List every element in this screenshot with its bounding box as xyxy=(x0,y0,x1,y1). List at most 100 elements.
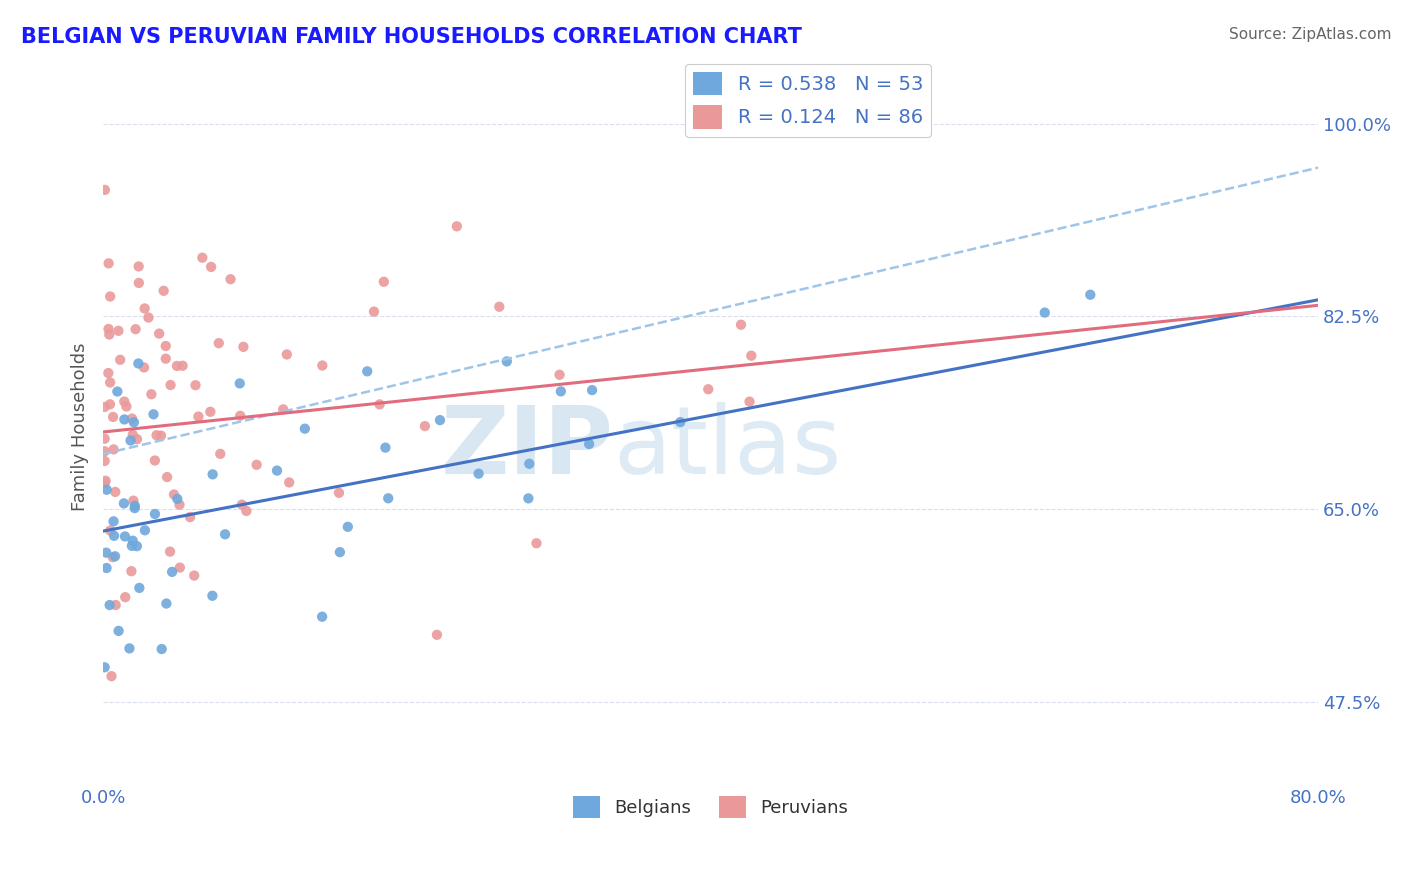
Point xyxy=(311,359,333,373)
Point xyxy=(578,437,600,451)
Point xyxy=(128,581,150,595)
Point xyxy=(201,467,224,482)
Point xyxy=(103,442,125,457)
Point xyxy=(94,474,117,488)
Point xyxy=(97,256,120,270)
Point xyxy=(163,487,186,501)
Point xyxy=(94,183,117,197)
Point xyxy=(166,359,188,373)
Point xyxy=(156,470,179,484)
Point xyxy=(152,284,174,298)
Point xyxy=(155,597,177,611)
Point xyxy=(97,366,120,380)
Point xyxy=(93,400,115,414)
Point xyxy=(101,409,124,424)
Point xyxy=(97,322,120,336)
Point xyxy=(214,527,236,541)
Point xyxy=(96,561,118,575)
Point xyxy=(208,336,231,351)
Point xyxy=(96,483,118,497)
Point xyxy=(124,322,146,336)
Point xyxy=(122,415,145,429)
Point xyxy=(122,493,145,508)
Point xyxy=(246,458,269,472)
Point xyxy=(150,642,173,657)
Point xyxy=(219,272,242,286)
Point xyxy=(107,624,129,638)
Point xyxy=(98,327,121,342)
Point xyxy=(413,419,436,434)
Point xyxy=(124,499,146,513)
Point xyxy=(115,400,138,414)
Point xyxy=(229,409,252,423)
Point xyxy=(93,475,115,490)
Point xyxy=(103,529,125,543)
Point xyxy=(166,491,188,506)
Point xyxy=(276,347,298,361)
Point xyxy=(93,454,115,468)
Point xyxy=(368,397,391,411)
Point xyxy=(105,384,128,399)
Point xyxy=(145,428,167,442)
Point xyxy=(98,289,121,303)
Point xyxy=(159,544,181,558)
Point xyxy=(128,276,150,290)
Point xyxy=(143,507,166,521)
Point xyxy=(467,467,489,481)
Point xyxy=(548,368,571,382)
Point xyxy=(581,383,603,397)
Point xyxy=(125,432,148,446)
Point xyxy=(112,394,135,409)
Point xyxy=(125,539,148,553)
Point xyxy=(517,457,540,471)
Point xyxy=(328,486,350,500)
Point xyxy=(155,351,177,366)
Text: Source: ZipAtlas.com: Source: ZipAtlas.com xyxy=(1229,27,1392,42)
Point xyxy=(169,560,191,574)
Point xyxy=(138,310,160,325)
Point xyxy=(155,339,177,353)
Point xyxy=(278,475,301,490)
Point xyxy=(107,324,129,338)
Point xyxy=(550,384,572,399)
Point xyxy=(266,464,288,478)
Point xyxy=(128,260,150,274)
Text: ZIP: ZIP xyxy=(440,402,613,494)
Point xyxy=(235,504,257,518)
Point xyxy=(697,382,720,396)
Point xyxy=(179,510,201,524)
Point xyxy=(101,550,124,565)
Point xyxy=(127,357,149,371)
Point xyxy=(336,520,359,534)
Point xyxy=(141,387,163,401)
Point xyxy=(104,484,127,499)
Point xyxy=(121,539,143,553)
Point xyxy=(98,524,121,538)
Point xyxy=(426,628,449,642)
Point xyxy=(740,349,762,363)
Point xyxy=(118,641,141,656)
Point xyxy=(142,407,165,421)
Point xyxy=(271,402,294,417)
Point xyxy=(104,598,127,612)
Point xyxy=(311,609,333,624)
Point xyxy=(98,376,121,390)
Point xyxy=(98,397,121,411)
Point xyxy=(114,590,136,604)
Y-axis label: Family Households: Family Households xyxy=(72,343,89,511)
Point xyxy=(98,598,121,612)
Point xyxy=(200,260,222,274)
Text: BELGIAN VS PERUVIAN FAMILY HOUSEHOLDS CORRELATION CHART: BELGIAN VS PERUVIAN FAMILY HOUSEHOLDS CO… xyxy=(21,27,801,46)
Point xyxy=(96,546,118,560)
Point xyxy=(495,354,517,368)
Point xyxy=(231,498,253,512)
Point xyxy=(93,432,115,446)
Point xyxy=(121,533,143,548)
Point xyxy=(121,427,143,442)
Point xyxy=(120,564,142,578)
Point xyxy=(183,568,205,582)
Point xyxy=(209,447,232,461)
Point xyxy=(201,589,224,603)
Point xyxy=(669,415,692,429)
Point xyxy=(160,565,183,579)
